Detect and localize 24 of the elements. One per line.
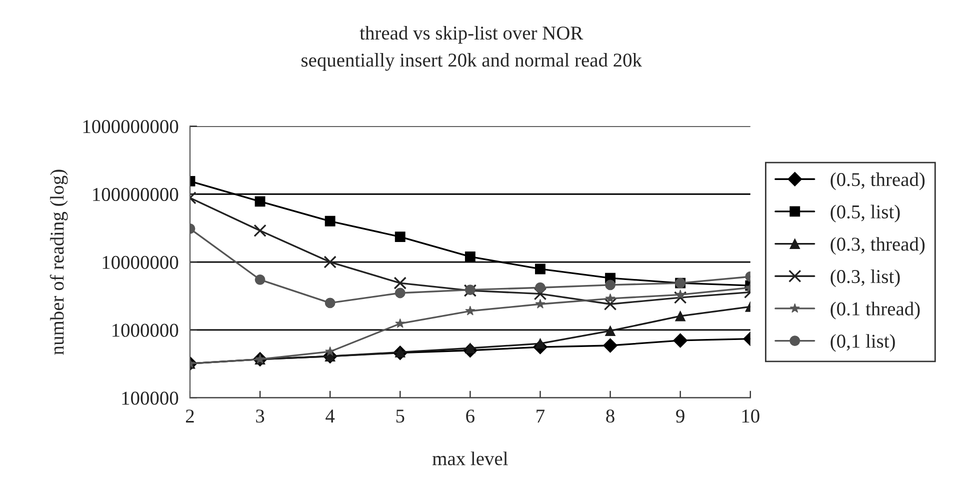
chart-subtitle: sequentially insert 20k and normal read 20k [302, 53, 642, 71]
x-tick-label: 9 [676, 410, 684, 423]
x-tick-label: 5 [396, 410, 404, 423]
x-tick-label: 10 [742, 410, 760, 423]
y-axis-title: number of reading (log) [50, 170, 68, 355]
x-tick-label: 3 [256, 410, 264, 423]
x-tick-label: 6 [466, 410, 474, 423]
y-tick-label: 100000000 [93, 188, 178, 202]
y-tick-label: 10000000 [102, 256, 178, 269]
y-tick-label: 1000000 [112, 324, 178, 337]
legend-label: (0.3, list) [830, 269, 900, 288]
legend-label: (0.5, list) [830, 204, 900, 222]
x-tick-label: 4 [326, 410, 335, 422]
chart-title: thread vs skip-list over NOR [360, 26, 584, 44]
x-tick-label: 8 [606, 410, 614, 423]
legend-label: (0,1 list) [830, 334, 895, 352]
x-tick-label: 2 [186, 410, 194, 422]
y-tick-label: 1000000000 [83, 120, 178, 134]
x-axis-title: max level [432, 452, 508, 466]
x-tick-label: 7 [536, 410, 545, 422]
legend-label: (0.3, thread) [830, 237, 925, 255]
legend-label: (0.5, thread) [830, 172, 925, 190]
legend-label: (0.1 thread) [830, 302, 920, 320]
y-tick-label: 100000 [122, 392, 178, 405]
